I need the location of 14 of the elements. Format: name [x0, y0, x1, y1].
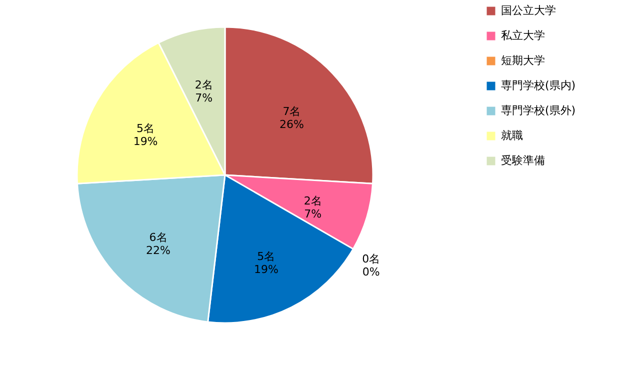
legend-label: 国公立大学	[501, 4, 556, 17]
legend-label: 専門学校(県内)	[501, 79, 576, 92]
data-label: 2名 7%	[194, 78, 213, 105]
data-label: 7名 26%	[280, 105, 304, 132]
legend-label: 専門学校(県外)	[501, 104, 576, 117]
legend-label: 短期大学	[501, 54, 545, 67]
legend-label: 就職	[501, 129, 523, 142]
legend-label: 受験準備	[501, 154, 545, 167]
data-label: 6名 22%	[146, 230, 170, 257]
data-label: 5名 19%	[133, 122, 158, 148]
data-label: 5名 19%	[254, 250, 278, 276]
legend-label: 私立大学	[501, 29, 545, 42]
data-label: 2名 7%	[304, 194, 322, 220]
text: 0名 0%	[362, 252, 380, 278]
